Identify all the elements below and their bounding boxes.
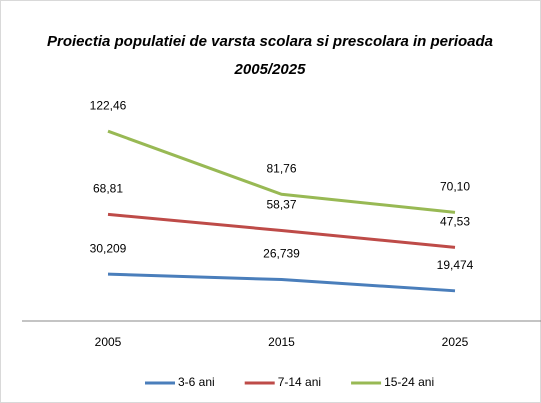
series-line (107, 272, 456, 293)
data-label: 81,76 (266, 161, 296, 175)
legend-label: 3-6 ani (178, 375, 215, 389)
legend-label: 15-24 ani (384, 375, 434, 389)
data-label: 58,37 (266, 198, 296, 212)
data-label: 122,46 (90, 98, 127, 112)
data-label: 70,10 (440, 180, 470, 194)
legend-label: 7-14 ani (278, 375, 321, 389)
x-tick-label: 2005 (95, 335, 122, 349)
data-label: 30,209 (90, 241, 127, 255)
chart-title: Proiectia populatiei de varsta scolara s… (46, 33, 493, 78)
series-line (107, 129, 456, 214)
data-label: 47,53 (440, 215, 470, 229)
data-label: 68,81 (93, 182, 123, 196)
x-tick-label: 2025 (442, 335, 469, 349)
series-line (107, 212, 456, 249)
data-label: 26,739 (263, 247, 300, 261)
x-tick-label: 2015 (268, 335, 295, 349)
data-label: 19,474 (437, 258, 474, 272)
